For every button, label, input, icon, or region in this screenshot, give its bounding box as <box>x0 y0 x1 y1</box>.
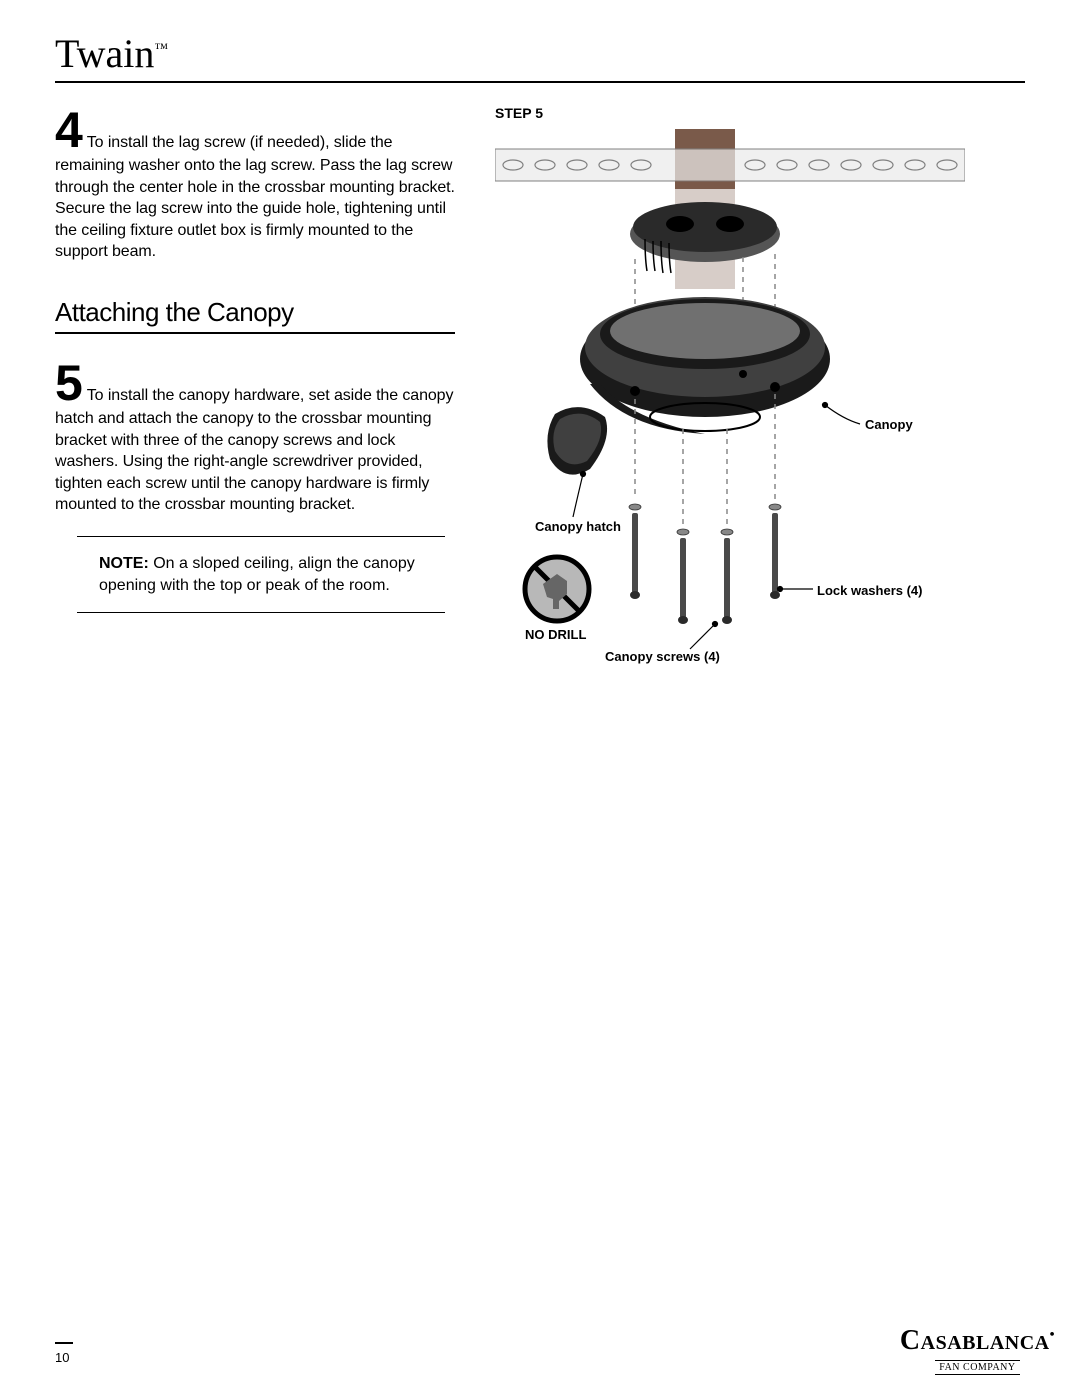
section-heading: Attaching the Canopy <box>55 297 455 334</box>
left-column: 4 To install the lag screw (if needed), … <box>55 105 455 709</box>
lock-washers <box>629 504 781 535</box>
brand-logo: Casablanca• FAN COMPANY <box>900 1325 1055 1375</box>
canopy-screws <box>630 513 780 624</box>
diagram: Canopy Canopy hatch NO DRILL Lock washer… <box>495 129 1025 709</box>
canopy <box>580 297 830 434</box>
brand-sub: FAN COMPANY <box>935 1360 1019 1375</box>
title-text: Twain <box>55 31 154 76</box>
callout-lock-washers: Lock washers (4) <box>817 583 923 598</box>
step5-number: 5 <box>55 355 83 411</box>
step5-text: To install the canopy hardware, set asid… <box>55 387 453 513</box>
step4-block: 4 To install the lag screw (if needed), … <box>55 105 455 263</box>
content-row: 4 To install the lag screw (if needed), … <box>55 105 1025 709</box>
figure-step-label: STEP 5 <box>495 105 1025 121</box>
step5-block: 5 To install the canopy hardware, set as… <box>55 358 455 516</box>
callout-canopy-screws: Canopy screws (4) <box>605 649 720 664</box>
brand-mark: • <box>1050 1328 1055 1343</box>
right-column: STEP 5 <box>495 105 1025 709</box>
note-label: NOTE: <box>99 555 149 572</box>
callout-no-drill: NO DRILL <box>525 627 586 642</box>
callout-canopy: Canopy <box>865 417 913 432</box>
page-title: Twain™ <box>55 30 1025 83</box>
no-drill-icon <box>525 557 589 621</box>
step4-number: 4 <box>55 102 83 158</box>
canopy-hatch <box>547 407 607 474</box>
brand-main: Casablanca <box>900 1325 1050 1356</box>
callout-canopy-hatch: Canopy hatch <box>535 519 621 534</box>
title-tm: ™ <box>154 42 168 57</box>
step4-text: To install the lag screw (if needed), sl… <box>55 134 455 260</box>
page-number: 10 <box>55 1350 69 1365</box>
note-box: NOTE: On a sloped ceiling, align the can… <box>77 536 445 613</box>
